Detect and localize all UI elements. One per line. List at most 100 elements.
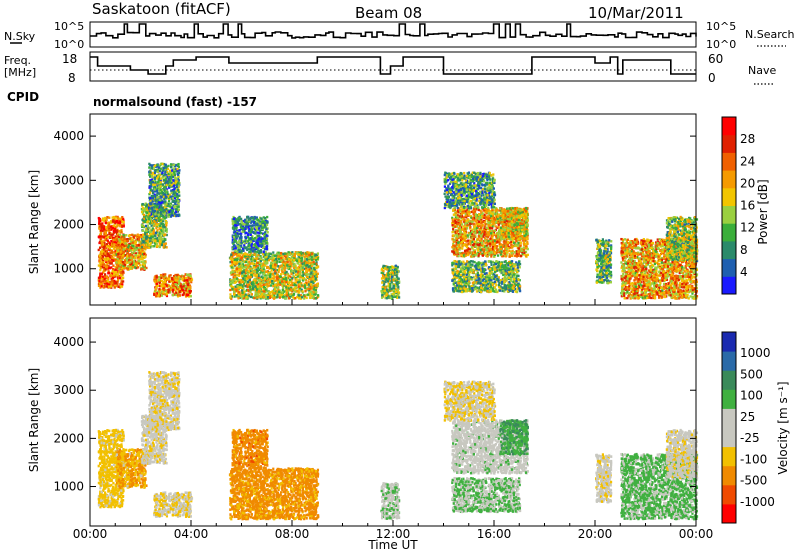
power-cell — [117, 230, 120, 233]
power-cell — [166, 191, 169, 194]
power-cell — [253, 278, 256, 282]
power-cell — [136, 233, 139, 236]
power-cell — [249, 240, 252, 244]
power-cell — [156, 202, 160, 206]
power-cell — [141, 248, 144, 251]
power-cell — [149, 229, 153, 232]
power-cell — [155, 286, 158, 290]
power-cell — [143, 267, 146, 270]
power-cell — [105, 261, 109, 265]
power-cell — [165, 207, 168, 211]
power-cell — [287, 253, 290, 256]
power-cell — [141, 243, 144, 247]
power-cell — [121, 254, 125, 257]
power-cell — [246, 257, 249, 261]
power-cell — [301, 262, 304, 265]
power-cell — [111, 279, 114, 282]
power-cell — [172, 288, 175, 291]
power-cell — [249, 288, 252, 291]
power-cell — [240, 226, 243, 230]
power-cell — [287, 285, 290, 288]
power-cell — [284, 277, 287, 280]
power-cell — [161, 169, 165, 172]
power-cell — [105, 238, 108, 242]
power-cell — [249, 290, 252, 294]
power-cell — [98, 223, 101, 227]
power-cell — [283, 279, 286, 283]
power-cell — [265, 245, 268, 249]
power-cell — [310, 271, 313, 274]
power-cell — [118, 270, 121, 273]
power-cell — [236, 241, 239, 244]
power-cell — [111, 225, 114, 228]
power-cell — [264, 294, 268, 297]
power-cell — [101, 222, 104, 225]
power-cell — [284, 266, 287, 269]
power-cell — [124, 243, 127, 246]
power-cell — [176, 205, 179, 209]
power-cell — [153, 279, 156, 283]
power-cell — [122, 252, 125, 256]
power-cell — [273, 292, 276, 295]
power-cell — [102, 236, 105, 239]
power-cell — [188, 289, 191, 293]
power-cell — [158, 245, 161, 248]
power-cell — [139, 241, 142, 244]
power-cell — [98, 280, 101, 283]
power-cell — [153, 234, 156, 237]
power-cell — [121, 215, 124, 219]
nsearch-tick-top: 10^5 — [706, 20, 736, 33]
power-cell — [269, 291, 272, 294]
power-cell — [310, 280, 313, 283]
power-cell — [297, 262, 300, 265]
power-cell — [122, 225, 125, 228]
power-cell — [110, 286, 113, 289]
power-cell — [110, 221, 113, 224]
power-cell — [117, 221, 120, 224]
power-cell — [138, 262, 141, 265]
power-cell — [156, 244, 159, 248]
power-cell — [310, 290, 313, 294]
power-cell — [116, 257, 119, 261]
power-cell — [233, 281, 236, 284]
power-cell — [144, 229, 147, 232]
power-cell — [104, 232, 108, 236]
power-cell — [173, 184, 176, 187]
power-cell — [164, 170, 167, 173]
power-cell — [308, 253, 311, 257]
power-cell — [270, 256, 274, 260]
power-cell — [306, 261, 309, 265]
power-cell — [115, 261, 118, 264]
power-cell — [117, 259, 121, 262]
power-cell — [123, 250, 126, 254]
power-cell — [240, 220, 243, 223]
power-cell — [136, 238, 139, 241]
power-cell — [253, 243, 256, 246]
power-cell — [266, 265, 269, 269]
power-cell — [281, 295, 285, 299]
power-cell — [147, 217, 151, 221]
power-cell — [108, 282, 111, 286]
power-cell — [247, 239, 250, 243]
power-cell — [99, 274, 102, 277]
power-cell — [160, 222, 163, 225]
power-cell — [170, 175, 173, 179]
power-cell — [295, 259, 299, 262]
power-cell — [163, 212, 166, 216]
power-cell — [154, 288, 157, 292]
power-cell — [118, 233, 121, 237]
power-cell — [301, 277, 305, 280]
power-cell — [137, 251, 140, 254]
power-cell — [118, 274, 121, 278]
power-cell — [310, 277, 313, 280]
power-cell — [132, 235, 135, 238]
power-cell — [145, 246, 148, 249]
power-cell — [110, 250, 114, 253]
power-cell — [277, 255, 280, 258]
power-cell — [142, 262, 145, 265]
power-cell — [153, 171, 156, 175]
power-cell — [229, 288, 232, 292]
power-cell — [278, 268, 281, 272]
power-cell — [252, 266, 256, 269]
power-cell — [102, 259, 105, 262]
